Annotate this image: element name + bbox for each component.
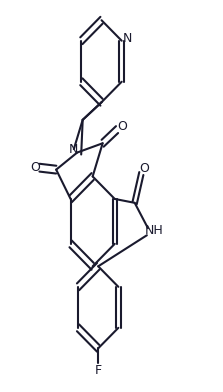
Text: N: N <box>122 32 132 45</box>
Text: O: O <box>117 120 127 133</box>
Text: O: O <box>139 162 149 175</box>
Text: F: F <box>95 365 102 377</box>
Text: NH: NH <box>145 224 163 237</box>
Text: O: O <box>30 161 40 174</box>
Text: N: N <box>68 143 78 156</box>
